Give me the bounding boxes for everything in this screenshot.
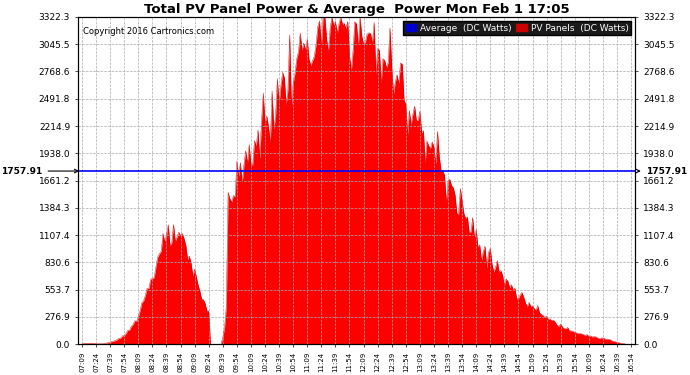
Text: 1757.91: 1757.91 — [636, 166, 688, 176]
Title: Total PV Panel Power & Average  Power Mon Feb 1 17:05: Total PV Panel Power & Average Power Mon… — [144, 3, 569, 16]
Text: 1757.91: 1757.91 — [1, 166, 78, 176]
Text: Copyright 2016 Cartronics.com: Copyright 2016 Cartronics.com — [83, 27, 215, 36]
Legend: Average  (DC Watts), PV Panels  (DC Watts): Average (DC Watts), PV Panels (DC Watts) — [404, 21, 631, 35]
